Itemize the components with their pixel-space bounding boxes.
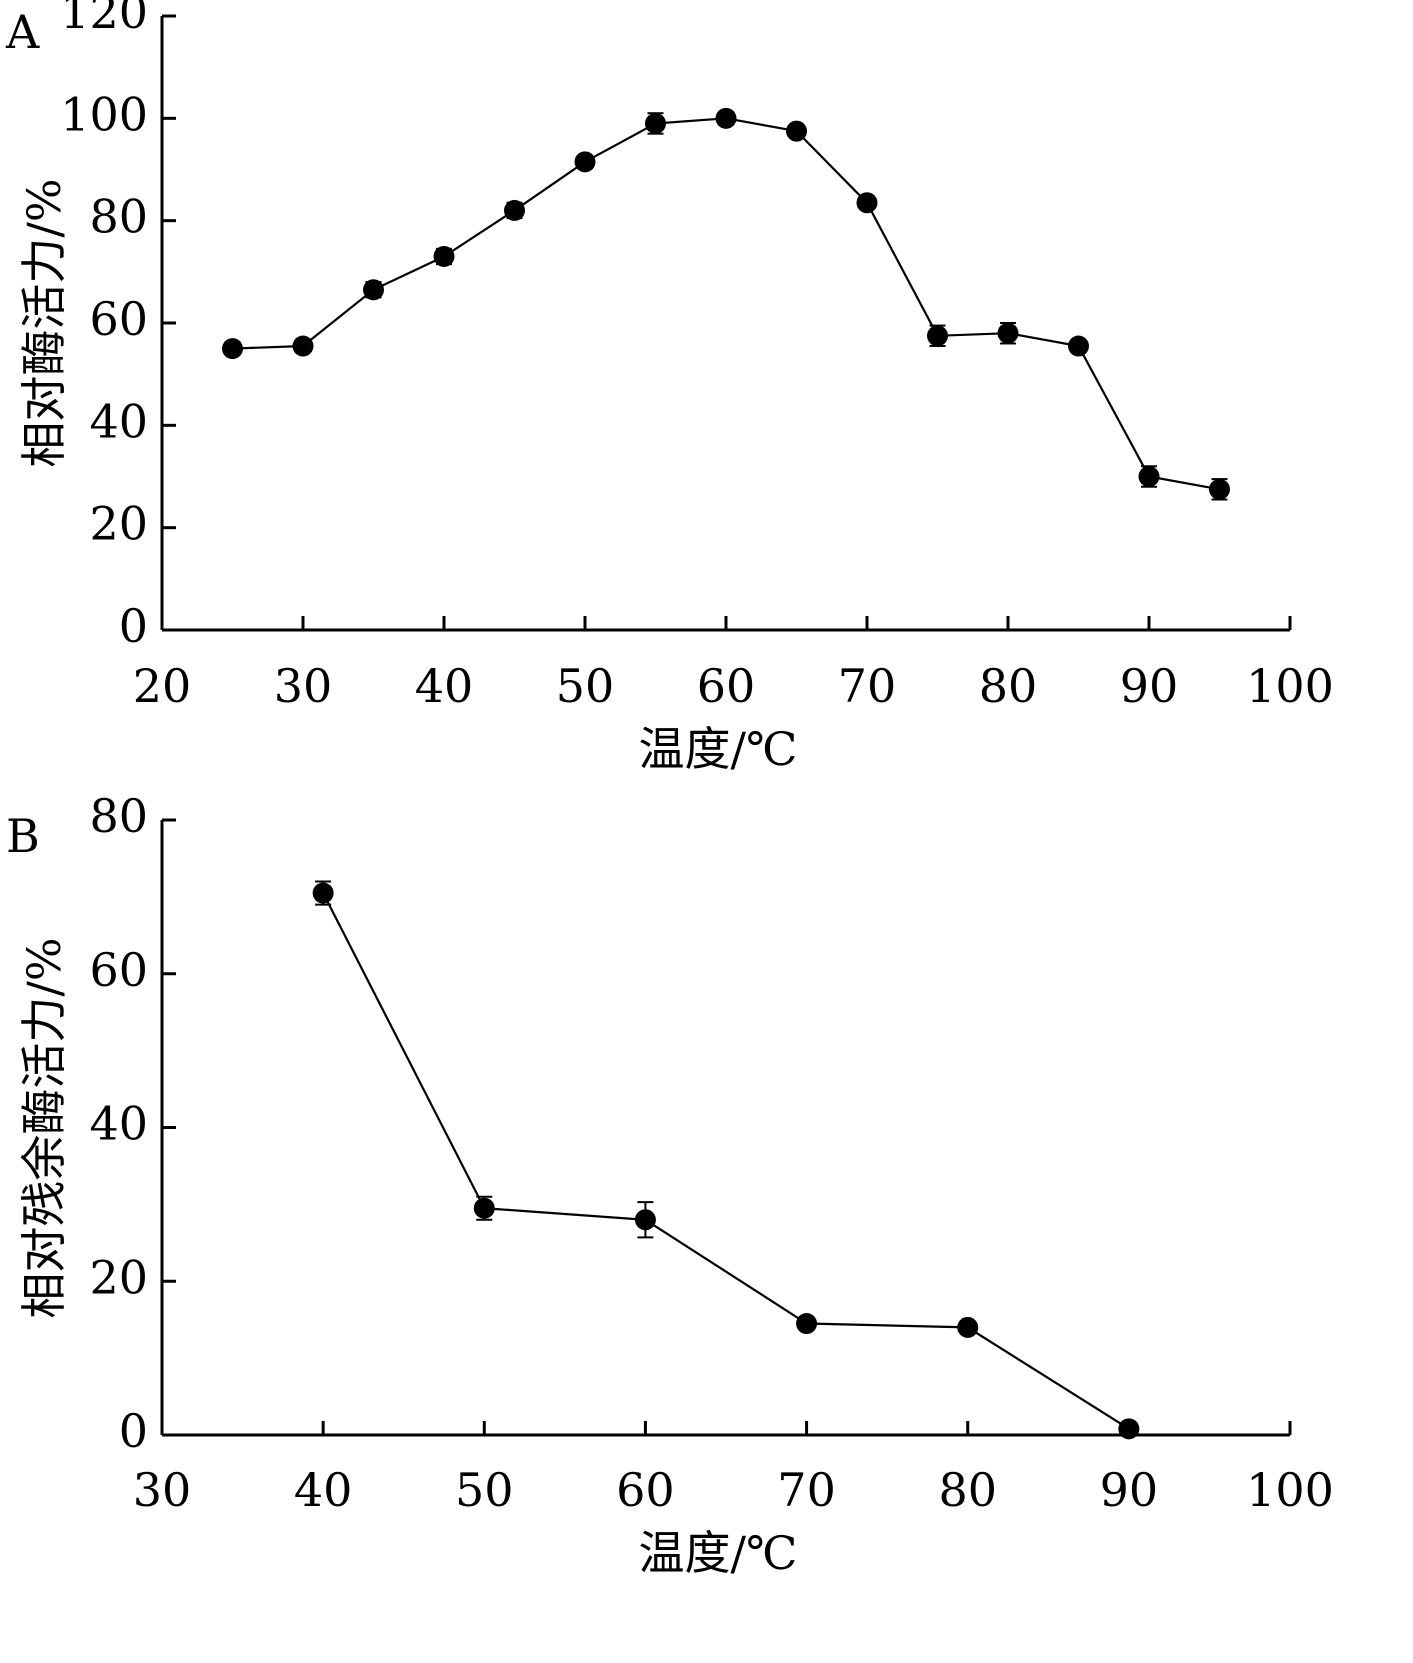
data-point: [997, 322, 1019, 344]
x-tick-label: 20: [133, 659, 192, 713]
x-tick-label: 50: [455, 1463, 514, 1517]
y-tick-label: 60: [89, 292, 148, 346]
data-point: [856, 192, 878, 214]
data-point: [222, 338, 243, 360]
x-tick-label: 40: [294, 1463, 353, 1517]
data-point: [927, 325, 948, 347]
data-point: [1138, 466, 1160, 487]
x-tick-label: 90: [1100, 1463, 1159, 1517]
y-tick-label: 60: [89, 943, 148, 997]
y-tick-label: 20: [89, 1250, 148, 1304]
chart-panel-b: B 0 20 40 60 80 30 40 50 60 70 80 90 100 温度/℃ 相对残余酶活力/%: [6, 789, 1334, 1580]
y-tick-label: 80: [89, 789, 148, 843]
data-point: [786, 120, 807, 142]
data-point: [504, 199, 525, 221]
series-line: [232, 117, 1220, 491]
data-point: [473, 1197, 495, 1219]
y-axis-title: 相对残余酶活力/%: [17, 937, 71, 1318]
x-tick-label: 80: [979, 659, 1038, 713]
data-point: [433, 245, 455, 267]
y-tick-label: 40: [89, 1097, 148, 1151]
x-axis-title: 温度/℃: [639, 722, 798, 776]
x-tick-label: 50: [556, 659, 615, 713]
x-tick-label: 30: [274, 659, 333, 713]
data-point: [1118, 1418, 1140, 1440]
data-point: [715, 107, 737, 129]
x-tick-label: 30: [133, 1463, 192, 1517]
data-point: [292, 335, 314, 357]
chart-panel-a: A 0 20 40 60 80 100 120 20 30 40 50 60 70 80 90 100 温度/℃ 相…: [5, 0, 1334, 776]
x-tick-label: 60: [616, 1463, 675, 1517]
y-tick-label: 0: [119, 599, 148, 653]
x-tick-label: 100: [1246, 659, 1334, 713]
data-point: [634, 1209, 656, 1231]
y-tick-label: 20: [89, 497, 148, 551]
data-point: [312, 882, 334, 904]
series-line: [322, 892, 1130, 1430]
y-tick-label: 120: [60, 0, 148, 39]
panel-letter: B: [6, 809, 40, 863]
y-tick-label: 80: [89, 190, 148, 244]
x-tick-label: 60: [697, 659, 756, 713]
x-tick-label: 80: [938, 1463, 997, 1517]
y-tick-label: 40: [89, 394, 148, 448]
data-point: [1068, 335, 1089, 357]
y-axis-title: 相对酶活力/%: [17, 178, 71, 467]
y-tick-label: 0: [119, 1404, 148, 1458]
data-point: [1209, 478, 1230, 500]
data-point: [957, 1316, 979, 1338]
data-point: [363, 279, 384, 301]
data-point: [645, 112, 666, 134]
x-tick-label: 100: [1246, 1463, 1334, 1517]
y-tick-label: 100: [60, 87, 148, 141]
panel-letter: A: [5, 5, 40, 59]
x-tick-label: 90: [1120, 659, 1179, 713]
data-point: [796, 1313, 818, 1335]
data-point: [574, 151, 596, 173]
x-tick-label: 40: [415, 659, 474, 713]
x-tick-label: 70: [838, 659, 897, 713]
x-axis-title: 温度/℃: [639, 1526, 798, 1580]
x-tick-label: 70: [777, 1463, 836, 1517]
